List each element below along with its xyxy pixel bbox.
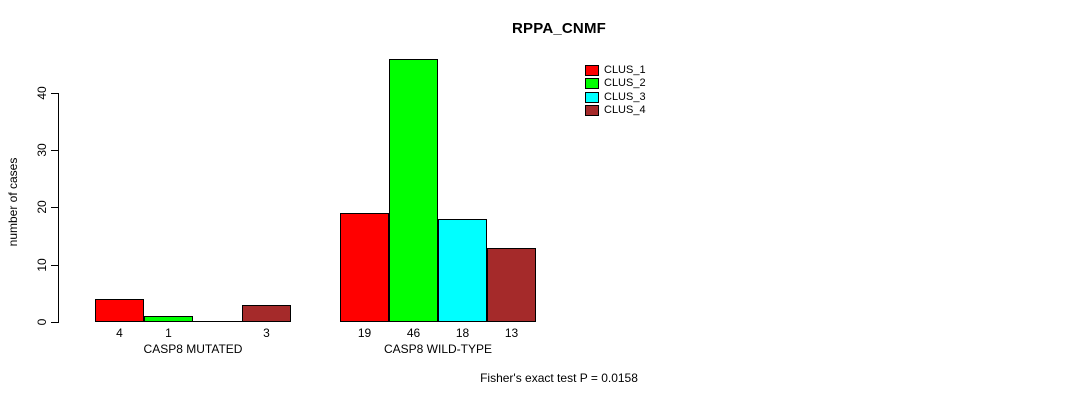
bar-clus-4-casp8-mutated [242,305,291,322]
bar-clus-3-casp8-mutated [193,321,242,322]
x-group-label: CASP8 MUTATED [143,342,243,356]
fisher-test-annotation: Fisher's exact test P = 0.0158 [480,371,638,385]
bar-clus-2-casp8-wild-type [389,59,438,322]
legend-item: CLUS_3 [585,91,646,104]
legend-item: CLUS_2 [585,77,646,90]
bar-clus-1-casp8-wild-type [340,213,389,322]
y-axis-tick [51,92,58,94]
bar-clus-2-casp8-mutated [144,316,193,322]
y-axis-tick [51,150,58,152]
legend-item-label: CLUS_4 [604,104,646,117]
legend-swatch-clus-2 [585,78,599,90]
bar-value-label: 13 [504,326,519,340]
legend-item: CLUS_1 [585,64,646,77]
bar-value-label: 19 [357,326,372,340]
y-axis-tick-label: 10 [35,258,49,272]
bar-clus-3-casp8-wild-type [438,219,487,322]
bar-value-label: 4 [116,326,123,340]
legend-swatch-clus-4 [585,105,599,117]
bar-value-label: 18 [455,326,470,340]
legend-item: CLUS_4 [585,104,646,117]
bar-clus-1-casp8-mutated [95,299,144,322]
bar-value-label: 1 [165,326,172,340]
legend-swatch-clus-1 [585,65,599,77]
bar-clus-4-casp8-wild-type [487,248,536,322]
y-axis-tick [51,264,58,266]
bar-value-label: 3 [263,326,270,340]
y-axis-tick [51,322,58,323]
y-axis-line [58,93,59,323]
y-axis-tick-label: 30 [35,143,49,157]
y-axis-tick-label: 40 [35,86,49,100]
legend-item-label: CLUS_1 [604,64,646,77]
y-axis-label: number of cases [6,157,20,247]
x-group-label: CASP8 WILD-TYPE [383,342,493,356]
legend: CLUS_1 CLUS_2 CLUS_3 CLUS_4 [585,64,646,117]
y-axis-tick-label: 20 [35,200,49,215]
legend-item-label: CLUS_2 [604,77,646,90]
legend-item-label: CLUS_3 [604,90,646,103]
legend-swatch-clus-3 [585,91,599,103]
y-axis-tick [51,207,58,209]
chart-title: RPPA_CNMF [511,20,607,37]
y-axis-tick-label: 0 [35,318,49,326]
bar-value-label: 46 [406,326,421,340]
